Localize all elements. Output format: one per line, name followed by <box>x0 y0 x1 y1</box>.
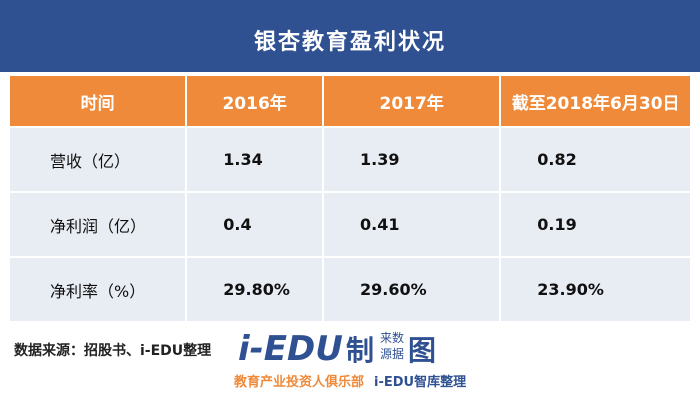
table-row: 净利润（亿） 0.4 0.41 0.19 <box>10 193 690 256</box>
column-header: 截至2018年6月30日 <box>501 76 690 126</box>
table-cell: 1.34 <box>187 128 323 191</box>
logo-small: 源据 <box>380 347 404 361</box>
table-cell: 0.19 <box>501 193 690 256</box>
table-cell: 29.60% <box>324 258 500 321</box>
logo-brand: i-EDU <box>238 329 343 369</box>
table-cell: 1.39 <box>324 128 500 191</box>
table-cell: 营收（亿） <box>10 128 186 191</box>
logo-char: 图 <box>408 334 436 367</box>
logo: i-EDU 制 来数 源据 图 教育产业投资人俱乐部 i-EDU智库整理 <box>233 329 466 390</box>
logo-slogan: i-EDU智库整理 <box>374 374 466 390</box>
table-row: 净利率（%） 29.80% 29.60% 23.90% <box>10 258 690 321</box>
table-cell: 23.90% <box>501 258 690 321</box>
table-cell: 0.4 <box>187 193 323 256</box>
logo-char: 制 <box>346 334 374 367</box>
table-cell: 0.82 <box>501 128 690 191</box>
table-cell: 净利率（%） <box>10 258 186 321</box>
column-header: 2017年 <box>324 76 500 126</box>
source-note: 数据来源：招股书、i-EDU整理 <box>14 343 212 359</box>
column-header: 2016年 <box>187 76 323 126</box>
logo-slogan: 教育产业投资人俱乐部 <box>233 374 364 390</box>
table-cell: 0.41 <box>324 193 500 256</box>
table-cell: 净利润（亿） <box>10 193 186 256</box>
table: 时间 2016年 2017年 截至2018年6月30日 营收（亿） 1.34 1.39 0.… <box>8 74 692 323</box>
table-cell: 29.80% <box>187 258 323 321</box>
title: 银杏教育盈利状况 <box>0 0 700 72</box>
logo-small: 来数 <box>380 330 404 345</box>
column-header: 时间 <box>10 76 186 126</box>
table-row: 营收（亿） 1.34 1.39 0.82 <box>10 128 690 191</box>
